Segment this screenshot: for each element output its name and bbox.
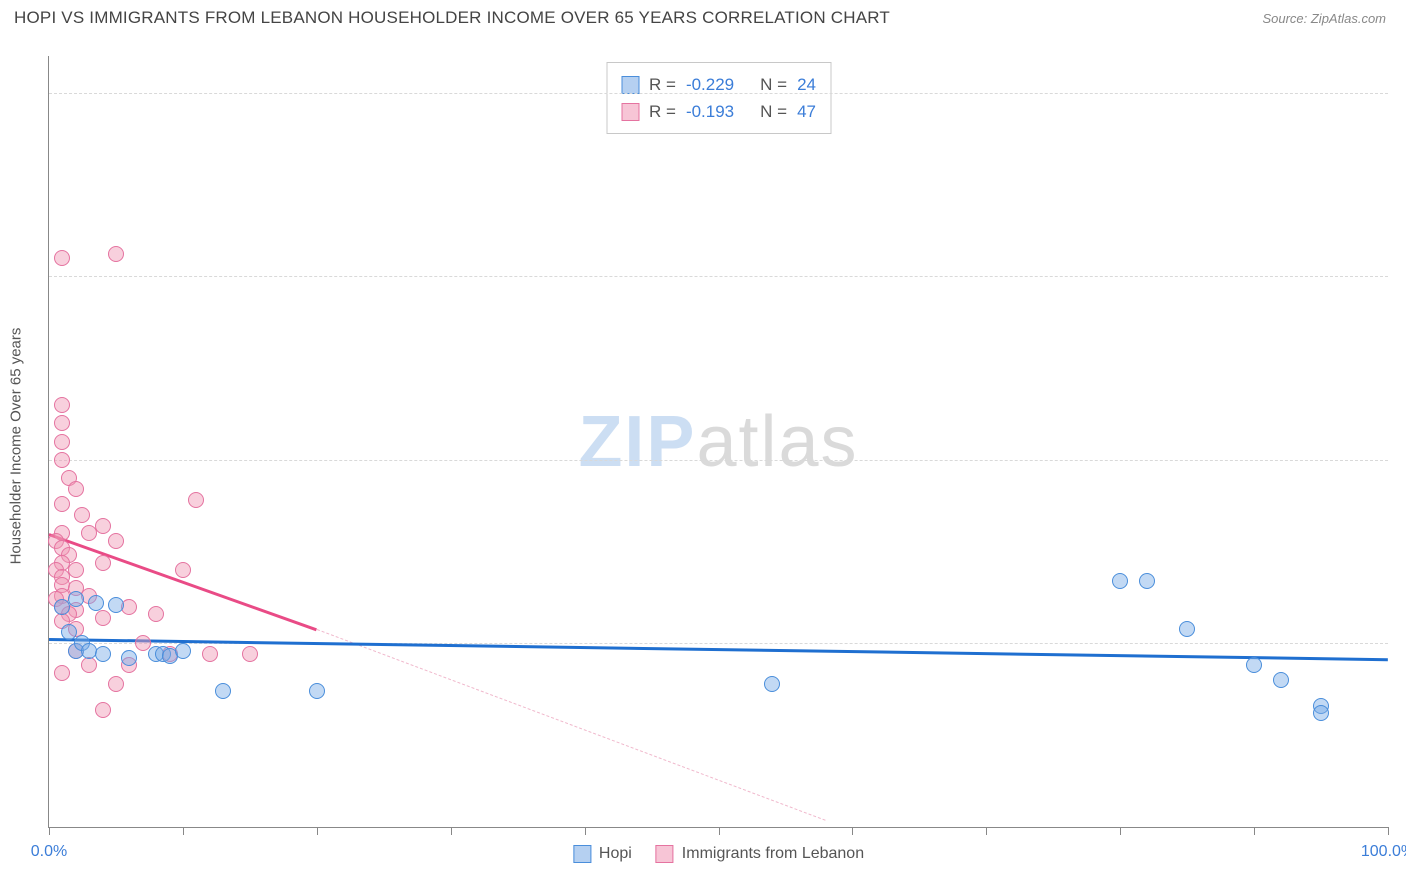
- gridline-h: [49, 643, 1388, 644]
- legend-label: Immigrants from Lebanon: [682, 845, 864, 863]
- data-point: [1139, 573, 1155, 589]
- x-tick-mark: [585, 827, 586, 835]
- trendline: [317, 629, 826, 821]
- data-point: [764, 676, 780, 692]
- data-point: [215, 683, 231, 699]
- data-point: [108, 533, 124, 549]
- data-point: [1112, 573, 1128, 589]
- x-tick-mark: [1120, 827, 1121, 835]
- data-point: [54, 250, 70, 266]
- x-tick-mark: [183, 827, 184, 835]
- y-axis-title: Householder Income Over 65 years: [8, 328, 25, 565]
- data-point: [108, 246, 124, 262]
- stats-legend-box: R = -0.229 N = 24 R = -0.193 N = 47: [606, 62, 831, 134]
- r-value: -0.229: [686, 71, 734, 98]
- legend-item-lebanon: Immigrants from Lebanon: [656, 845, 864, 863]
- swatch-blue-icon: [621, 76, 639, 94]
- bottom-legend: Hopi Immigrants from Lebanon: [573, 845, 864, 863]
- x-tick-mark: [451, 827, 452, 835]
- watermark-atlas: atlas: [696, 402, 858, 482]
- data-point: [95, 702, 111, 718]
- data-point: [202, 646, 218, 662]
- y-tick-label: $100,000: [1394, 451, 1406, 469]
- data-point: [309, 683, 325, 699]
- data-point: [1313, 705, 1329, 721]
- data-point: [135, 635, 151, 651]
- data-point: [121, 650, 137, 666]
- stats-row-lebanon: R = -0.193 N = 47: [621, 98, 816, 125]
- data-point: [188, 492, 204, 508]
- x-tick-mark: [986, 827, 987, 835]
- chart-title: HOPI VS IMMIGRANTS FROM LEBANON HOUSEHOL…: [14, 8, 890, 28]
- data-point: [108, 676, 124, 692]
- gridline-h: [49, 93, 1388, 94]
- data-point: [1179, 621, 1195, 637]
- data-point: [61, 624, 77, 640]
- x-tick-label: 100.0%: [1361, 843, 1406, 861]
- data-point: [108, 597, 124, 613]
- data-point: [54, 452, 70, 468]
- chart-header: HOPI VS IMMIGRANTS FROM LEBANON HOUSEHOL…: [0, 0, 1406, 32]
- data-point: [54, 665, 70, 681]
- scatter-chart: ZIPatlas R = -0.229 N = 24 R = -0.193 N …: [48, 56, 1388, 828]
- x-tick-mark: [719, 827, 720, 835]
- x-tick-mark: [1254, 827, 1255, 835]
- stats-row-hopi: R = -0.229 N = 24: [621, 71, 816, 98]
- swatch-blue-icon: [573, 845, 591, 863]
- data-point: [95, 646, 111, 662]
- data-point: [175, 643, 191, 659]
- n-label: N =: [760, 98, 787, 125]
- data-point: [81, 657, 97, 673]
- x-tick-mark: [1388, 827, 1389, 835]
- data-point: [54, 397, 70, 413]
- data-point: [88, 595, 104, 611]
- data-point: [95, 610, 111, 626]
- swatch-pink-icon: [656, 845, 674, 863]
- data-point: [81, 525, 97, 541]
- n-value: 47: [797, 98, 816, 125]
- watermark: ZIPatlas: [578, 401, 858, 483]
- gridline-h: [49, 460, 1388, 461]
- r-label: R =: [649, 98, 676, 125]
- data-point: [54, 434, 70, 450]
- r-value: -0.193: [686, 98, 734, 125]
- n-label: N =: [760, 71, 787, 98]
- legend-item-hopi: Hopi: [573, 845, 632, 863]
- trendline: [49, 533, 318, 631]
- data-point: [1246, 657, 1262, 673]
- data-point: [1273, 672, 1289, 688]
- data-point: [54, 496, 70, 512]
- y-tick-label: $50,000: [1394, 634, 1406, 652]
- n-value: 24: [797, 71, 816, 98]
- chart-source: Source: ZipAtlas.com: [1262, 11, 1386, 26]
- y-tick-label: $150,000: [1394, 267, 1406, 285]
- x-tick-label: 0.0%: [31, 843, 67, 861]
- data-point: [68, 591, 84, 607]
- data-point: [54, 415, 70, 431]
- x-tick-mark: [317, 827, 318, 835]
- data-point: [68, 481, 84, 497]
- data-point: [95, 555, 111, 571]
- r-label: R =: [649, 71, 676, 98]
- legend-label: Hopi: [599, 845, 632, 863]
- data-point: [74, 507, 90, 523]
- gridline-h: [49, 276, 1388, 277]
- swatch-pink-icon: [621, 103, 639, 121]
- data-point: [242, 646, 258, 662]
- watermark-zip: ZIP: [578, 402, 696, 482]
- data-point: [175, 562, 191, 578]
- x-tick-mark: [49, 827, 50, 835]
- x-tick-mark: [852, 827, 853, 835]
- y-tick-label: $200,000: [1394, 84, 1406, 102]
- data-point: [148, 606, 164, 622]
